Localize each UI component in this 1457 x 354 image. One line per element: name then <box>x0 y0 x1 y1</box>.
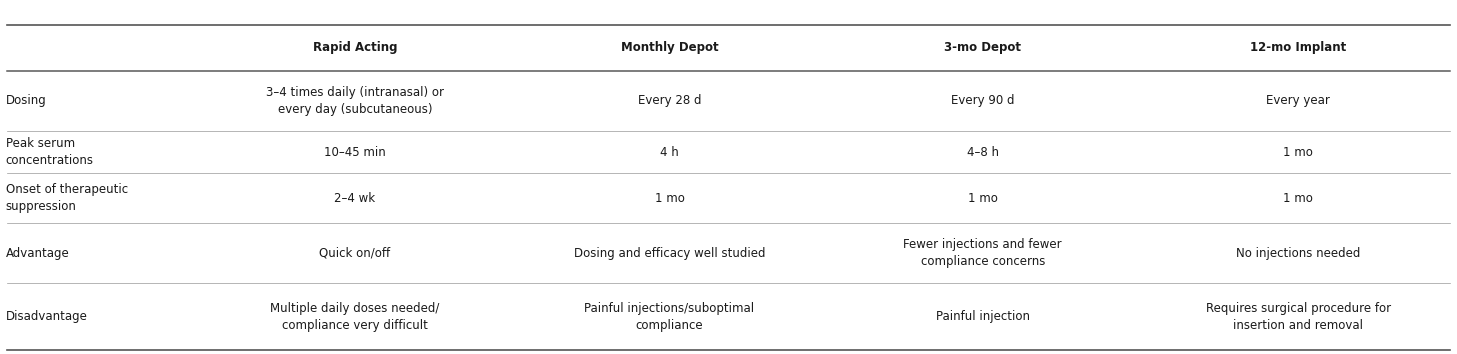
Text: 1 mo: 1 mo <box>654 192 685 205</box>
Text: 4–8 h: 4–8 h <box>967 146 998 159</box>
Text: No injections needed: No injections needed <box>1236 247 1361 259</box>
Text: Painful injections/suboptimal
compliance: Painful injections/suboptimal compliance <box>584 302 755 332</box>
Text: Dosing and efficacy well studied: Dosing and efficacy well studied <box>574 247 765 259</box>
Text: Advantage: Advantage <box>6 247 70 259</box>
Text: 1 mo: 1 mo <box>967 192 998 205</box>
Text: Dosing: Dosing <box>6 95 47 107</box>
Text: Rapid Acting: Rapid Acting <box>313 41 396 54</box>
Text: Every 28 d: Every 28 d <box>638 95 701 107</box>
Text: Quick on/off: Quick on/off <box>319 247 390 259</box>
Text: 3–4 times daily (intranasal) or
every day (subcutaneous): 3–4 times daily (intranasal) or every da… <box>265 86 444 116</box>
Text: Monthly Depot: Monthly Depot <box>621 41 718 54</box>
Text: 4 h: 4 h <box>660 146 679 159</box>
Text: Requires surgical procedure for
insertion and removal: Requires surgical procedure for insertio… <box>1205 302 1391 332</box>
Text: Onset of therapeutic
suppression: Onset of therapeutic suppression <box>6 183 128 213</box>
Text: Every 90 d: Every 90 d <box>951 95 1014 107</box>
Text: Multiple daily doses needed/
compliance very difficult: Multiple daily doses needed/ compliance … <box>270 302 440 332</box>
Text: Disadvantage: Disadvantage <box>6 310 87 323</box>
Text: 1 mo: 1 mo <box>1284 192 1313 205</box>
Text: 10–45 min: 10–45 min <box>323 146 386 159</box>
Text: 12-mo Implant: 12-mo Implant <box>1250 41 1346 54</box>
Text: 1 mo: 1 mo <box>1284 146 1313 159</box>
Text: Fewer injections and fewer
compliance concerns: Fewer injections and fewer compliance co… <box>903 238 1062 268</box>
Text: 2–4 wk: 2–4 wk <box>334 192 376 205</box>
Text: 3-mo Depot: 3-mo Depot <box>944 41 1021 54</box>
Text: Peak serum
concentrations: Peak serum concentrations <box>6 137 93 167</box>
Text: Every year: Every year <box>1266 95 1330 107</box>
Text: Painful injection: Painful injection <box>935 310 1030 323</box>
